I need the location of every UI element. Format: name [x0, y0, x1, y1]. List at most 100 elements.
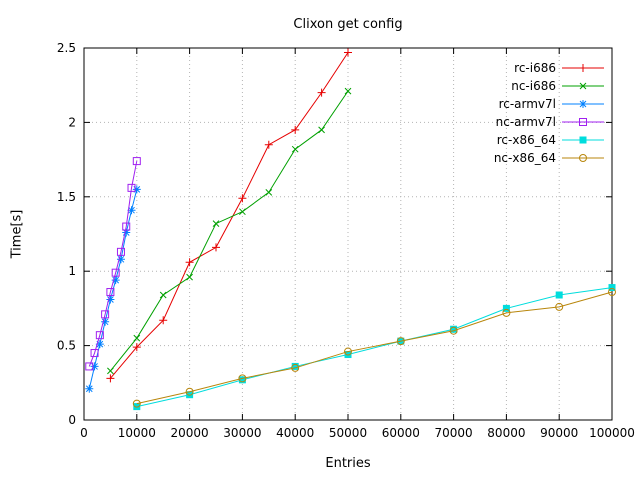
point-marker-circle-open — [238, 374, 247, 383]
x-tick-label: 10000 — [118, 426, 156, 440]
point-marker-cross — [107, 367, 114, 375]
x-tick-label: 100000 — [589, 426, 635, 440]
series-rc-i686 — [106, 48, 352, 383]
grid-lines — [84, 48, 612, 420]
legend-item-rc-i686: rc-i686 — [514, 61, 604, 75]
series-nc-armv7l — [85, 157, 141, 371]
point-marker-circle-open — [132, 399, 141, 408]
series-rc-armv7l — [85, 185, 141, 393]
point-marker-asterisk — [111, 276, 120, 285]
series-nc-x86_64 — [132, 288, 616, 408]
point-marker-asterisk — [106, 295, 115, 304]
series-markers — [106, 48, 352, 383]
y-tick-label: 1.5 — [57, 190, 76, 204]
legend-label: rc-x86_64 — [497, 133, 556, 147]
legend-item-nc-x86_64: nc-x86_64 — [494, 151, 604, 165]
point-marker-cross — [186, 273, 193, 281]
point-marker-plus — [185, 258, 194, 267]
point-marker-circle-open — [502, 308, 511, 317]
series-line — [136, 291, 613, 405]
point-marker-plus — [106, 374, 115, 383]
y-tick-label: 2 — [68, 115, 76, 129]
legend-item-nc-i686: nc-i686 — [511, 79, 604, 93]
legend-item-rc-x86_64: rc-x86_64 — [497, 133, 604, 147]
point-marker-square-open — [101, 310, 110, 319]
x-tick-label: 30000 — [223, 426, 261, 440]
chart-title: Clixon get config — [293, 17, 403, 32]
point-marker-square-open — [106, 288, 115, 297]
point-marker-circle-open — [291, 363, 300, 372]
point-marker-circle-open — [185, 387, 194, 396]
series-markers — [107, 87, 352, 375]
axis-ticks — [83, 47, 613, 421]
x-axis-title: Entries — [325, 456, 371, 471]
point-marker-square-filled — [555, 291, 563, 299]
point-marker-asterisk — [101, 317, 110, 326]
y-tick-label: 0.5 — [57, 339, 76, 353]
series-line — [88, 160, 138, 367]
legend-item-rc-armv7l: rc-armv7l — [499, 97, 604, 111]
y-tick-label: 0 — [68, 413, 76, 427]
point-marker-cross — [265, 188, 273, 196]
point-marker-cross — [344, 87, 352, 95]
point-marker-square-open — [95, 331, 104, 340]
x-tick-label: 50000 — [329, 426, 367, 440]
point-marker-circle-open — [396, 337, 405, 346]
point-marker-square-open — [132, 157, 141, 166]
x-tick-label: 40000 — [276, 426, 314, 440]
point-marker-asterisk — [127, 206, 136, 215]
point-marker-square-open — [122, 222, 131, 231]
legend-label: nc-i686 — [511, 79, 556, 93]
point-marker-circle-open — [449, 326, 458, 335]
point-marker-plus — [238, 194, 247, 203]
point-marker-cross — [239, 208, 246, 216]
series-markers — [85, 185, 141, 393]
point-marker-cross — [159, 291, 167, 299]
point-marker-plus — [291, 125, 300, 134]
point-marker-circle-open — [555, 302, 564, 311]
point-marker-square-open — [579, 118, 587, 126]
point-marker-plus — [344, 48, 352, 57]
series-rc-x86_64 — [133, 284, 616, 411]
point-marker-circle-open — [608, 288, 616, 297]
x-tick-label: 20000 — [171, 426, 209, 440]
point-marker-cross — [212, 220, 220, 227]
point-marker-circle-open — [344, 347, 352, 356]
point-marker-square-filled — [608, 284, 616, 292]
point-marker-asterisk — [90, 362, 99, 371]
x-tick-label: 0 — [80, 426, 88, 440]
tick-labels: 0 10000 20000 30000 40000 50000 60000 70000 8000… — [57, 41, 635, 440]
point-marker-asterisk — [132, 185, 141, 194]
point-marker-plus — [264, 140, 273, 149]
legend-label: nc-x86_64 — [494, 151, 556, 165]
series-markers — [133, 284, 616, 411]
x-tick-label: 80000 — [487, 426, 525, 440]
point-marker-cross — [133, 334, 141, 342]
x-tick-label: 70000 — [435, 426, 473, 440]
point-marker-square-filled — [579, 136, 587, 144]
plot-border — [83, 47, 613, 421]
series-nc-i686 — [107, 87, 352, 375]
point-marker-asterisk — [122, 228, 131, 237]
point-marker-cross — [318, 126, 325, 134]
point-marker-plus — [579, 64, 587, 72]
point-marker-asterisk — [85, 384, 94, 393]
point-marker-square-filled — [502, 304, 510, 312]
point-marker-asterisk — [95, 340, 104, 349]
y-tick-label: 1 — [68, 264, 76, 278]
series-line — [88, 189, 138, 389]
x-tick-label: 60000 — [382, 426, 420, 440]
x-tick-label: 90000 — [540, 426, 578, 440]
point-marker-square-open — [127, 183, 136, 192]
point-marker-plus — [212, 243, 220, 252]
point-marker-square-open — [116, 247, 125, 256]
legend-label: nc-armv7l — [496, 115, 556, 129]
point-marker-plus — [159, 316, 168, 325]
legend: rc-i686 nc-i686 rc-armv7l nc-armv7l rc-x86_6… — [494, 61, 604, 165]
point-marker-square-open — [85, 362, 94, 371]
point-marker-cross — [291, 145, 299, 153]
point-marker-asterisk — [579, 100, 587, 108]
point-marker-asterisk — [116, 255, 125, 264]
legend-label: rc-i686 — [514, 61, 556, 75]
